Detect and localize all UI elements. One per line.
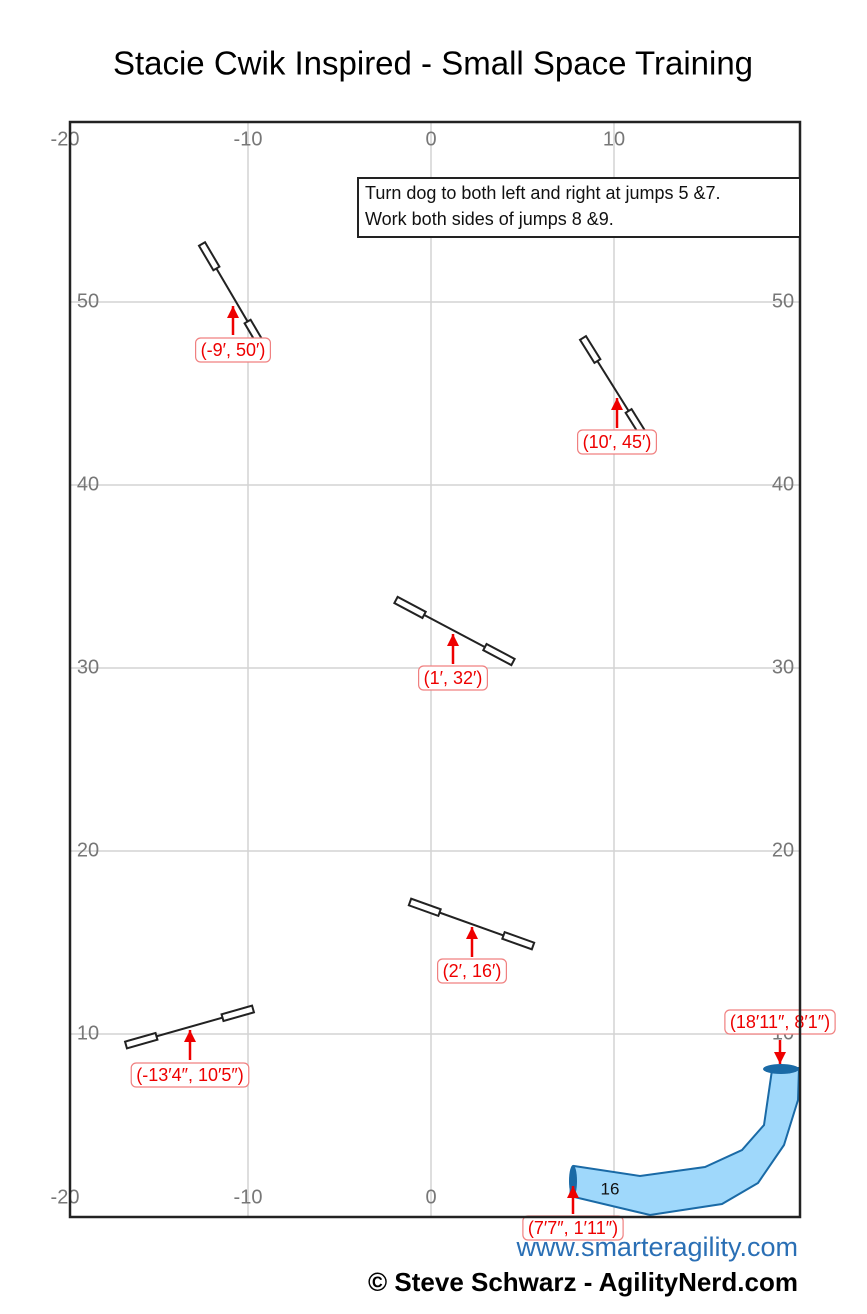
plot-border <box>68 120 802 1219</box>
y-tick-label: 40 <box>772 473 794 495</box>
position-text: (10′, 45′) <box>583 432 652 452</box>
x-tick-label: 0 <box>425 1186 436 1208</box>
jump-wing <box>393 595 428 620</box>
y-tick-label: 40 <box>77 473 99 495</box>
y-tick-label: 30 <box>772 656 794 678</box>
jump-wing <box>578 334 602 365</box>
position-text: (-13′4″, 10′5″) <box>136 1065 244 1085</box>
tunnel: 16 <box>568 1064 801 1217</box>
label-box <box>724 1009 836 1035</box>
x-tick-label: -10 <box>234 1186 263 1208</box>
arrow-head <box>466 927 478 939</box>
position-label: (7′7″, 1′11″) <box>522 1186 624 1241</box>
jump-wing <box>220 1004 256 1023</box>
position-text: (-9′, 50′) <box>201 340 266 360</box>
position-label: (-13′4″, 10′5″) <box>130 1030 250 1088</box>
footer-url: www.smarteragility.com <box>515 1232 798 1262</box>
tunnel-end <box>763 1064 799 1074</box>
position-label: (2′, 16′) <box>437 927 507 984</box>
arrow-head <box>184 1030 196 1042</box>
jump <box>197 240 267 350</box>
y-tick-label: 50 <box>772 290 794 312</box>
position-text: (2′, 16′) <box>443 961 502 981</box>
label-box <box>130 1062 250 1088</box>
y-tick-label: 50 <box>77 290 99 312</box>
y-tick-label: 20 <box>772 839 794 861</box>
arrow-head <box>227 306 239 318</box>
jump <box>123 1004 256 1050</box>
position-text: (1′, 32′) <box>424 668 483 688</box>
x-tick-label: 10 <box>603 128 625 150</box>
x-tick-label: 0 <box>425 128 436 150</box>
label-box <box>437 958 507 984</box>
jump <box>407 897 536 951</box>
position-text: (18′11″, 8′1″) <box>730 1012 830 1032</box>
arrow-head <box>774 1052 786 1064</box>
y-tick-label: 30 <box>77 656 99 678</box>
x-tick-label: -20 <box>51 128 80 150</box>
tunnel-body <box>568 1066 801 1217</box>
jump-wing <box>501 930 536 951</box>
tunnel-end <box>569 1165 577 1197</box>
position-text: (7′7″, 1′11″) <box>528 1218 618 1238</box>
jump-wing <box>481 642 516 667</box>
arrow-head <box>447 634 459 646</box>
position-label: (10′, 45′) <box>577 398 657 455</box>
jump-wing <box>123 1031 159 1050</box>
title: Stacie Cwik Inspired - Small Space Train… <box>113 45 753 82</box>
footer-copyright: © Steve Schwarz - AgilityNerd.com <box>368 1267 798 1297</box>
note-box <box>357 177 801 238</box>
position-label: (-9′, 50′) <box>195 306 271 363</box>
note-line: Work both sides of jumps 8 &9. <box>365 209 614 229</box>
y-tick-label: 10 <box>77 1022 99 1044</box>
jump-wing <box>197 240 221 272</box>
label-box <box>577 429 657 455</box>
arrow-head <box>567 1186 579 1198</box>
jump <box>578 334 648 438</box>
jump <box>393 595 516 667</box>
note-line: Turn dog to both left and right at jumps… <box>365 183 721 203</box>
x-tick-label: -10 <box>234 128 263 150</box>
label-box <box>418 665 488 691</box>
x-tick-label: -20 <box>51 1186 80 1208</box>
position-label: (1′, 32′) <box>418 634 488 691</box>
note: Turn dog to both left and right at jumps… <box>357 177 801 238</box>
y-tick-label: 20 <box>77 839 99 861</box>
position-label: (18′11″, 8′1″) <box>724 1009 836 1064</box>
jump-wing <box>407 897 442 918</box>
arrow-head <box>611 398 623 410</box>
tunnel-number: 16 <box>601 1179 620 1198</box>
label-box <box>195 337 271 363</box>
